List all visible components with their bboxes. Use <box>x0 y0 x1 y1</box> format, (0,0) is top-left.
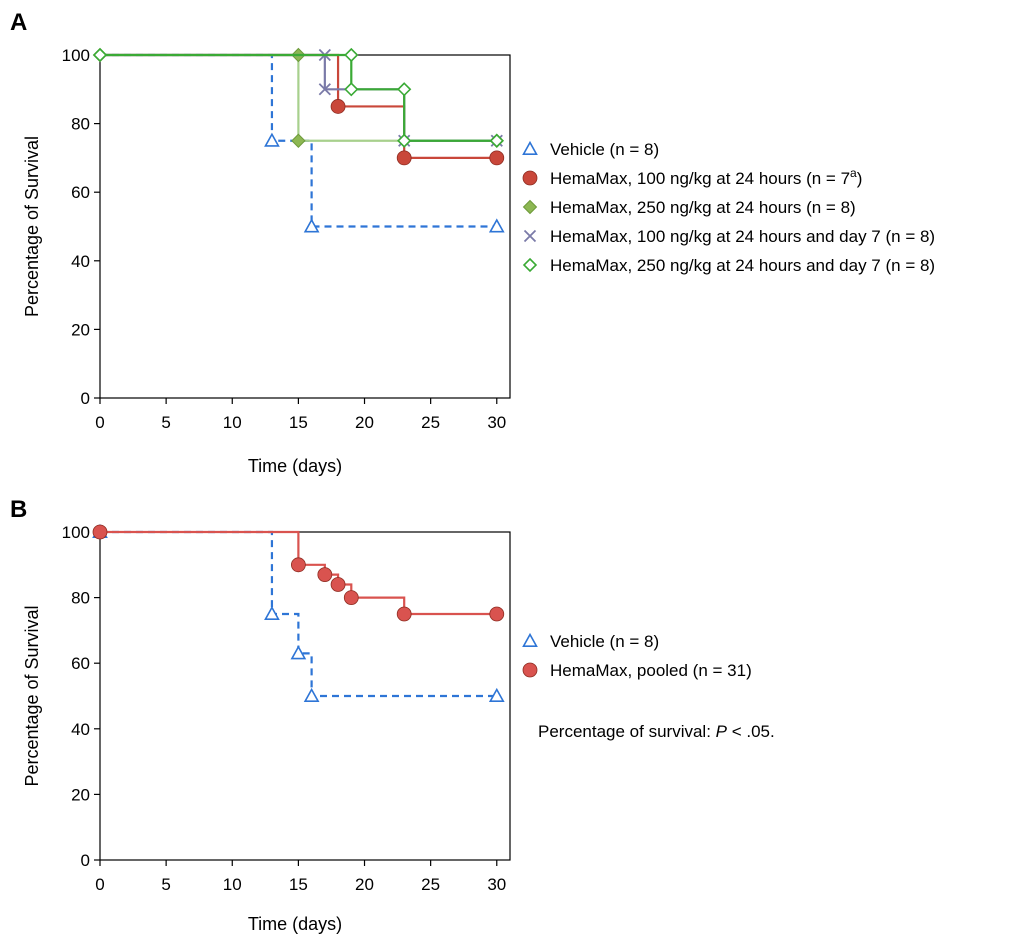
y-axis-title: Percentage of Survival <box>22 136 42 317</box>
y-tick-label: 0 <box>81 851 90 870</box>
data-point <box>264 132 280 147</box>
data-point <box>396 150 412 166</box>
y-tick-label: 0 <box>81 389 90 408</box>
data-point <box>488 687 505 703</box>
y-tick-label: 40 <box>71 720 90 739</box>
legend-label: HemaMax, 100 ng/kg at 24 hours (n = 7a) <box>550 166 862 188</box>
data-point <box>290 557 306 573</box>
data-point <box>489 133 504 148</box>
legend-marker <box>522 662 538 678</box>
panel-label: A <box>10 9 27 36</box>
x-tick-label: 30 <box>487 413 506 432</box>
x-tick-label: 15 <box>289 413 308 432</box>
data-point <box>291 133 306 148</box>
y-tick-label: 100 <box>62 46 90 65</box>
y-tick-label: 80 <box>71 589 90 608</box>
data-point <box>397 82 412 97</box>
legend-marker <box>522 199 538 215</box>
y-axis-title: Percentage of Survival <box>22 605 42 786</box>
legend: Vehicle (n = 8) HemaMax, 100 ng/kg at 24 … <box>522 140 935 275</box>
legend-label: Vehicle (n = 8) <box>550 140 659 159</box>
x-tick-label: 5 <box>161 875 170 894</box>
x-tick-label: 5 <box>161 413 170 432</box>
series-line <box>100 53 497 142</box>
x-tick-label: 20 <box>355 875 374 894</box>
data-point <box>92 524 108 540</box>
data-point <box>343 590 359 605</box>
legend-label: HemaMax, 250 ng/kg at 24 hours and day 7… <box>550 256 935 275</box>
x-tick-label: 30 <box>487 875 506 894</box>
legend-marker <box>522 140 538 155</box>
data-point <box>317 567 333 583</box>
y-tick-label: 40 <box>71 252 90 271</box>
data-point <box>489 606 505 622</box>
legend-label: HemaMax, 250 ng/kg at 24 hours (n = 8) <box>550 198 856 217</box>
p-value-note: Percentage of survival: P < .05. <box>538 722 775 741</box>
plot-area <box>99 531 511 861</box>
data-point <box>318 83 331 96</box>
x-tick-label: 10 <box>223 413 242 432</box>
panel-label: B <box>10 496 27 523</box>
note-prefix: Percentage of survival: <box>538 722 716 741</box>
data-point <box>330 577 346 592</box>
data-point <box>303 218 320 233</box>
legend-marker <box>522 170 538 186</box>
legend-label: HemaMax, pooled (n = 31) <box>550 661 752 680</box>
legend: Vehicle (n = 8) HemaMax, pooled (n = 31) <box>522 632 752 680</box>
x-tick-label: 10 <box>223 875 242 894</box>
x-tick-label: 0 <box>95 413 104 432</box>
y-tick-label: 80 <box>71 115 90 134</box>
data-point <box>330 99 346 114</box>
x-axis-title: Time (days) <box>248 456 342 476</box>
chart-panel-b: B 0 5 10 15 20 25 30 0 20 40 60 80 100 Time (days) Perc… <box>10 496 775 934</box>
legend-superscript: a <box>850 166 857 180</box>
legend-label: Vehicle (n = 8) <box>550 632 659 651</box>
series-line <box>100 530 497 616</box>
x-tick-label: 25 <box>421 875 440 894</box>
y-tick-label: 60 <box>71 183 90 202</box>
legend-suffix: ) <box>857 169 863 188</box>
data-point <box>92 47 108 63</box>
data-point <box>397 133 412 148</box>
note-suffix: < .05. <box>727 722 775 741</box>
y-tick-label: 100 <box>62 523 90 542</box>
data-point <box>303 687 320 703</box>
note-italic: P <box>716 722 728 741</box>
x-axis-title: Time (days) <box>248 914 342 934</box>
y-tick-label: 60 <box>71 654 90 673</box>
series-hm100_24 <box>100 53 505 166</box>
y-tick-label: 20 <box>71 320 90 339</box>
legend-marker <box>522 257 538 273</box>
x-tick-label: 25 <box>421 413 440 432</box>
series-hm250_24_d7 <box>92 47 504 148</box>
x-tick-label: 0 <box>95 875 104 894</box>
legend-marker <box>523 229 537 243</box>
series-hm_pooled <box>92 524 505 622</box>
data-point <box>290 645 307 660</box>
series-hm250_24 <box>92 47 504 148</box>
x-tick-label: 15 <box>289 875 308 894</box>
chart-panel-a: A 0 5 10 15 20 25 30 0 20 40 60 80 100 Time (days) Perc… <box>10 9 935 476</box>
series-line <box>100 53 497 142</box>
data-point <box>489 150 505 166</box>
series-hm100_24_d7 <box>100 48 503 147</box>
data-point <box>396 606 412 622</box>
data-point <box>264 605 280 621</box>
legend-label: HemaMax, 100 ng/kg at 24 hours and day 7… <box>550 227 935 246</box>
data-point <box>488 218 505 233</box>
y-tick-label: 20 <box>71 785 90 804</box>
series-line <box>100 530 497 698</box>
data-point <box>344 82 359 97</box>
data-point <box>344 47 359 63</box>
x-tick-label: 20 <box>355 413 374 432</box>
legend-marker <box>522 632 538 648</box>
